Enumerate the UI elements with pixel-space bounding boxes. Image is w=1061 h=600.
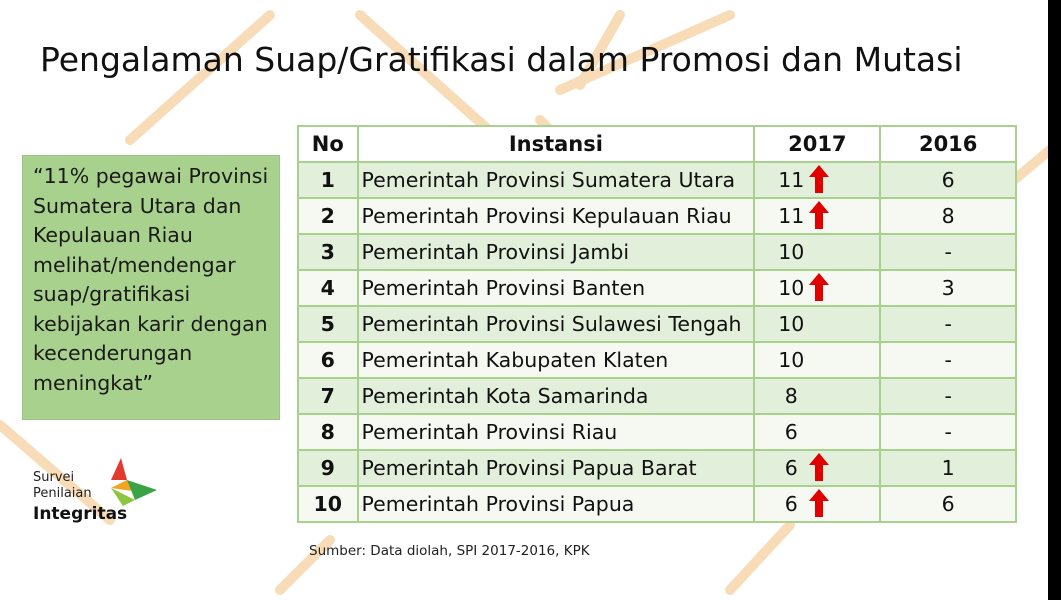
row-2017-cell: 6 <box>753 413 882 451</box>
table-row: 2 Pemerintah Provinsi Kepulauan Riau 11 8 <box>297 197 1017 235</box>
row-2016-value: 3 <box>879 269 1017 307</box>
table-row: 4 Pemerintah Provinsi Banten 10 3 <box>297 269 1017 307</box>
header-2016: 2016 <box>879 125 1017 163</box>
row-no: 8 <box>297 413 359 451</box>
logo-text-survei: Survei <box>33 470 75 485</box>
row-2017-cell: 11 <box>753 197 882 235</box>
red-up-arrow-icon <box>809 273 830 301</box>
row-instansi: Pemerintah Kabupaten Klaten <box>356 341 756 379</box>
row-2017-value: 6 <box>784 492 798 516</box>
table-row: 5 Pemerintah Provinsi Sulawesi Tengah 10 - <box>297 305 1017 343</box>
row-no: 4 <box>297 269 359 307</box>
row-instansi: Pemerintah Provinsi Papua <box>356 485 756 523</box>
row-2017-value: 11 <box>778 168 805 192</box>
table-row: 7 Pemerintah Kota Samarinda 8 - <box>297 377 1017 415</box>
row-2016-value: - <box>879 413 1017 451</box>
logo-text-integritas: Integritas <box>33 504 128 524</box>
row-no: 9 <box>297 449 359 487</box>
row-no: 3 <box>297 233 359 271</box>
header-2017: 2017 <box>753 125 882 163</box>
row-2017-value: 6 <box>784 456 798 480</box>
table-row: 6 Pemerintah Kabupaten Klaten 10 - <box>297 341 1017 379</box>
row-instansi: Pemerintah Provinsi Papua Barat <box>356 449 756 487</box>
row-no: 1 <box>297 161 359 199</box>
table-row: 10 Pemerintah Provinsi Papua 6 6 <box>297 485 1017 523</box>
red-up-arrow-icon <box>809 165 830 193</box>
row-2017-value: 10 <box>778 240 805 264</box>
row-2016-value: - <box>879 341 1017 379</box>
header-instansi: Instansi <box>356 125 756 163</box>
row-no: 7 <box>297 377 359 415</box>
table-body: 1 Pemerintah Provinsi Sumatera Utara 11 6 2 P… <box>297 161 1017 523</box>
row-instansi: Pemerintah Provinsi Sulawesi Tengah <box>356 305 756 343</box>
row-2016-value: - <box>879 233 1017 271</box>
row-2017-value: 10 <box>778 276 805 300</box>
row-instansi: Pemerintah Provinsi Kepulauan Riau <box>356 197 756 235</box>
table-row: 8 Pemerintah Provinsi Riau 6 - <box>297 413 1017 451</box>
row-2017-cell: 10 <box>753 269 882 307</box>
source-note: Sumber: Data diolah, SPI 2017-2016, KPK <box>309 543 590 559</box>
spi-logo-mark-icon <box>111 458 157 506</box>
row-2017-value: 11 <box>778 204 805 228</box>
row-instansi: Pemerintah Kota Samarinda <box>356 377 756 415</box>
row-no: 5 <box>297 305 359 343</box>
row-2017-cell: 6 <box>753 485 882 523</box>
table-row: 1 Pemerintah Provinsi Sumatera Utara 11 6 <box>297 161 1017 199</box>
row-2016-value: - <box>879 377 1017 415</box>
row-2016-value: 8 <box>879 197 1017 235</box>
row-instansi: Pemerintah Provinsi Banten <box>356 269 756 307</box>
row-2017-cell: 10 <box>753 233 882 271</box>
table-header-row: No Instansi 2017 2016 <box>297 125 1017 163</box>
ranking-table: No Instansi 2017 2016 1 Pemerintah Provin… <box>297 125 1017 523</box>
row-no: 10 <box>297 485 359 523</box>
table-row: 9 Pemerintah Provinsi Papua Barat 6 1 <box>297 449 1017 487</box>
row-instansi: Pemerintah Provinsi Sumatera Utara <box>356 161 756 199</box>
row-2017-cell: 11 <box>753 161 882 199</box>
row-2016-value: 6 <box>879 161 1017 199</box>
red-up-arrow-icon <box>809 453 830 481</box>
logo-text-penilaian: Penilaian <box>33 486 92 501</box>
spi-logo: Survei Penilaian Integritas <box>31 458 157 530</box>
row-2017-cell: 6 <box>753 449 882 487</box>
red-up-arrow-icon <box>809 201 830 229</box>
table-row: 3 Pemerintah Provinsi Jambi 10 - <box>297 233 1017 271</box>
row-instansi: Pemerintah Provinsi Jambi <box>356 233 756 271</box>
row-no: 6 <box>297 341 359 379</box>
row-2016-value: - <box>879 305 1017 343</box>
row-2017-value: 10 <box>778 312 805 336</box>
row-2017-value: 10 <box>778 348 805 372</box>
row-2016-value: 1 <box>879 449 1017 487</box>
row-2017-cell: 10 <box>753 305 882 343</box>
row-instansi: Pemerintah Provinsi Riau <box>356 413 756 451</box>
quote-box: “11% pegawai Provinsi Sumatera Utara dan… <box>22 155 280 420</box>
header-no: No <box>297 125 359 163</box>
row-no: 2 <box>297 197 359 235</box>
row-2017-value: 6 <box>784 420 798 444</box>
row-2017-cell: 8 <box>753 377 882 415</box>
row-2017-value: 8 <box>784 384 798 408</box>
row-2017-cell: 10 <box>753 341 882 379</box>
page-title: Pengalaman Suap/Gratifikasi dalam Promos… <box>40 40 963 79</box>
row-2016-value: 6 <box>879 485 1017 523</box>
red-up-arrow-icon <box>809 489 830 517</box>
